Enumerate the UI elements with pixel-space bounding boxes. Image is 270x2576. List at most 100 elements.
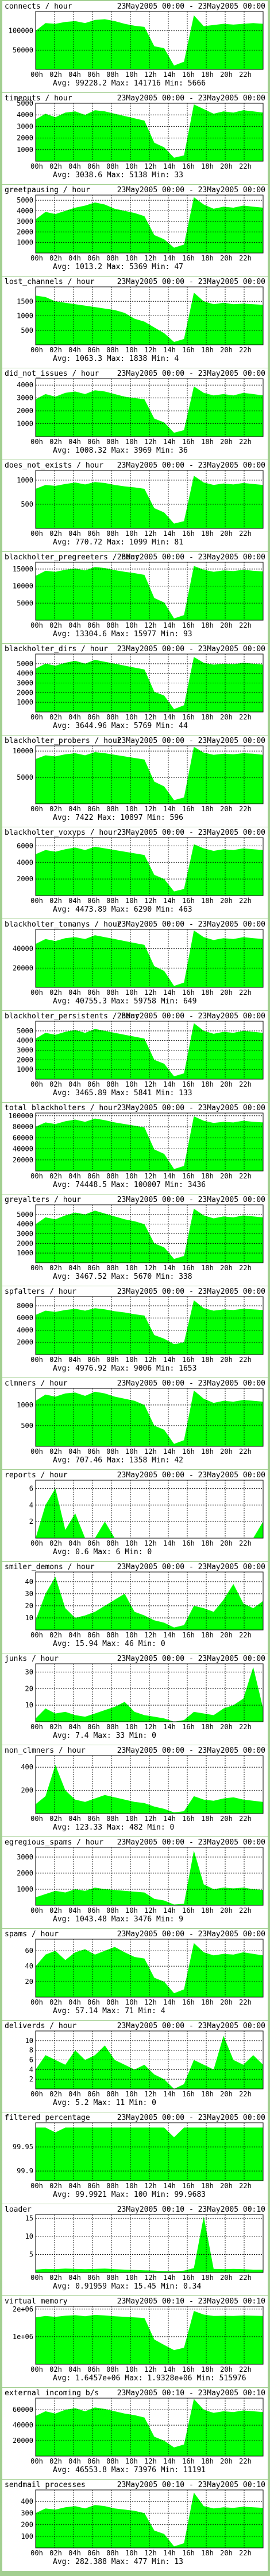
graph-svg: egregious_spams / hour 23May2005 00:00 - …	[2, 1837, 268, 1928]
x-tick-label: 10h	[125, 1998, 138, 2006]
stats-line: Avg: 5.2 Max: 11 Min: 0	[53, 2099, 156, 2107]
x-tick-label: 20h	[220, 438, 233, 446]
x-tick-label: 14h	[163, 2549, 176, 2557]
x-tick-label: 20h	[220, 897, 233, 905]
plot-frame	[35, 653, 264, 713]
x-tick-label: 14h	[163, 2182, 176, 2190]
x-tick-label: 04h	[68, 621, 81, 629]
date-range: 23May2005 00:00 - 23May2005 00:00	[117, 920, 265, 929]
stats-line: Avg: 74448.5 Max: 100007 Min: 3436	[53, 1181, 206, 1189]
y-tick-label: 10000	[13, 582, 33, 590]
graph-svg: loader 23May2005 00:10 - 23May2005 00:10 1…	[2, 2204, 268, 2295]
x-tick-label: 02h	[49, 1998, 62, 2006]
graph-panel: blackholter_dirs / hour 23May2005 00:00 -…	[2, 644, 268, 735]
x-tick-label: 10h	[125, 438, 138, 446]
graph-panel: total blackholters / hour 23May2005 00:00…	[2, 1103, 268, 1194]
y-tick-label: 3000	[17, 394, 33, 402]
x-tick-label: 10h	[125, 162, 138, 170]
x-tick-label: 18h	[201, 530, 214, 538]
x-tick-label: 00h	[30, 1906, 43, 1915]
x-tick-label: 02h	[49, 530, 62, 538]
x-tick-label: 14h	[163, 1356, 176, 1364]
x-tick-label: 06h	[87, 346, 100, 354]
x-tick-label: 12h	[144, 1539, 157, 1547]
x-tick-label: 18h	[201, 1631, 214, 1639]
x-tick-label: 18h	[201, 2182, 214, 2190]
y-tick-label: 4000	[17, 1220, 33, 1228]
x-tick-label: 14h	[163, 713, 176, 721]
x-tick-label: 18h	[201, 2457, 214, 2465]
x-tick-label: 00h	[30, 1998, 43, 2006]
x-tick-label: 08h	[106, 897, 119, 905]
x-tick-label: 04h	[68, 2090, 81, 2098]
chart-title: deliverds / hour	[5, 2022, 76, 2030]
x-tick-label: 16h	[182, 438, 195, 446]
x-tick-label: 00h	[30, 530, 43, 538]
x-tick-label: 06h	[87, 438, 100, 446]
x-tick-label: 02h	[49, 1815, 62, 1823]
y-tick-label: 15	[25, 2214, 33, 2222]
x-tick-label: 14h	[163, 1998, 176, 2006]
x-tick-label: 02h	[49, 1356, 62, 1364]
y-tick-label: 4000	[17, 858, 33, 866]
x-tick-label: 00h	[30, 2457, 43, 2465]
x-tick-label: 06h	[87, 1539, 100, 1547]
y-tick-label: 10000	[13, 747, 33, 755]
x-tick-label: 00h	[30, 1723, 43, 1731]
x-tick-label: 06h	[87, 2090, 100, 2098]
x-tick-label: 02h	[49, 2274, 62, 2282]
y-tick-label: 5000	[17, 773, 33, 781]
y-tick-label: 5000	[17, 196, 33, 204]
x-tick-label: 04h	[68, 2274, 81, 2282]
x-tick-label: 12h	[144, 2274, 157, 2282]
graph-panel: greetpausing / hour 23May2005 00:00 - 23M…	[2, 185, 268, 276]
x-tick-label: 00h	[30, 621, 43, 629]
stats-line: Avg: 1063.3 Max: 1838 Min: 4	[53, 355, 179, 363]
y-tick-label: 80000	[13, 1123, 33, 1131]
x-tick-label: 16h	[182, 897, 195, 905]
date-range: 23May2005 00:00 - 23May2005 00:00	[117, 1471, 265, 1480]
x-tick-label: 12h	[144, 254, 157, 262]
y-tick-label: 99.95	[13, 2143, 33, 2151]
y-tick-label: 20000	[13, 1156, 33, 1164]
y-tick-label: 1000	[17, 476, 33, 484]
plot-frame	[35, 2489, 264, 2548]
y-tick-label: 2000	[17, 1338, 33, 1347]
y-tick-label: 100	[21, 2532, 33, 2540]
y-tick-label: 60000	[13, 1134, 33, 1142]
x-tick-label: 22h	[239, 989, 252, 997]
y-tick-label: 2000	[17, 407, 33, 415]
x-tick-label: 20h	[220, 254, 233, 262]
x-tick-label: 20h	[220, 2274, 233, 2282]
x-tick-label: 12h	[144, 1723, 157, 1731]
x-tick-label: 16h	[182, 1631, 195, 1639]
chart-title: egregious_spams / hour	[5, 1838, 103, 1847]
x-tick-label: 20h	[220, 621, 233, 629]
y-tick-label: 300	[21, 2509, 33, 2517]
x-tick-label: 16h	[182, 1723, 195, 1731]
y-tick-label: 40000	[13, 945, 33, 953]
chart-title: does_not_exists / hour	[5, 461, 103, 470]
x-tick-label: 12h	[144, 1906, 157, 1915]
x-tick-label: 04h	[68, 438, 81, 446]
plot-frame	[35, 2122, 264, 2181]
x-tick-label: 16h	[182, 1172, 195, 1180]
stats-line: Avg: 0.91959 Max: 15.45 Min: 0.34	[53, 2282, 201, 2291]
x-tick-label: 00h	[30, 1264, 43, 1272]
y-tick-label: 500	[21, 500, 33, 508]
x-tick-label: 20h	[220, 2090, 233, 2098]
x-tick-label: 16h	[182, 71, 195, 79]
x-tick-label: 02h	[49, 2365, 62, 2373]
y-tick-label: 500	[21, 1422, 33, 1430]
x-tick-label: 08h	[106, 805, 119, 813]
x-tick-label: 06h	[87, 1815, 100, 1823]
x-tick-label: 14h	[163, 2457, 176, 2465]
x-tick-label: 12h	[144, 1998, 157, 2006]
date-range: 23May2005 00:00 - 23May2005 00:00	[117, 2, 265, 11]
date-range: 23May2005 00:00 - 23May2005 00:00	[117, 737, 265, 745]
x-tick-label: 02h	[49, 621, 62, 629]
x-tick-label: 22h	[239, 1356, 252, 1364]
x-tick-label: 10h	[125, 1723, 138, 1731]
x-tick-label: 12h	[144, 2090, 157, 2098]
x-tick-label: 10h	[125, 2365, 138, 2373]
